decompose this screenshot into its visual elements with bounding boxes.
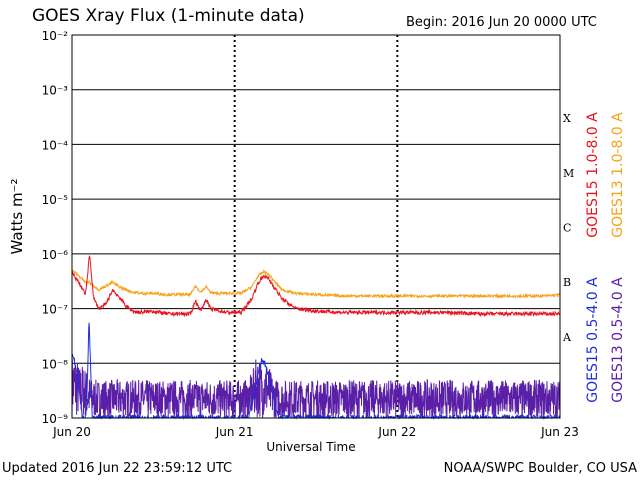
x-tick-label: Jun 22 (377, 425, 416, 439)
legend-entry-0: GOES15 1.0-8.0 A (585, 112, 601, 238)
legend-layer: GOES15 1.0-8.0 A GOES13 1.0-8.0 A GOES15 0… (585, 112, 626, 403)
legend-entry-2: GOES15 0.5-4.0 A (585, 277, 601, 403)
series-line-3 (71, 359, 561, 419)
series-line-0 (71, 254, 561, 318)
legend-entry-1: GOES13 1.0-8.0 A (610, 112, 626, 238)
flare-class-label: B (563, 276, 571, 289)
flare-class-label: X (563, 112, 571, 125)
x-tick-label: Jun 20 (52, 425, 91, 439)
series-line-1 (71, 268, 561, 300)
legend-entry-3: GOES13 0.5-4.0 A (610, 277, 626, 403)
y-axis-label: Watts m⁻² (8, 179, 26, 255)
plot-frame (71, 34, 561, 419)
y-tick-label: 10⁻³ (42, 84, 69, 98)
footer-credit: NOAA/SWPC Boulder, CO USA (443, 461, 637, 476)
footer-updated: Updated 2016 Jun 22 23:59:12 UTC (2, 461, 233, 476)
series-layer (71, 254, 561, 420)
y-tick-label: 10⁻⁹ (42, 412, 69, 426)
flare-class-label: C (563, 222, 571, 235)
chart-title: GOES Xray Flux (1-minute data) (32, 6, 305, 26)
grid-layer (72, 34, 560, 419)
y-tick-label: 10⁻⁷ (42, 303, 69, 317)
y-tick-label: 10⁻⁵ (42, 193, 69, 207)
flare-class-label: A (562, 331, 572, 344)
x-axis-label: Universal Time (266, 440, 355, 454)
x-tick-label: Jun 21 (215, 425, 254, 439)
y-tick-label: 10⁻⁶ (42, 248, 69, 262)
begin-date: Begin: 2016 Jun 20 0000 UTC (406, 15, 597, 30)
y-tick-label: 10⁻⁸ (42, 357, 69, 371)
y-tick-label: 10⁻² (42, 29, 69, 43)
x-tick-label: Jun 23 (540, 425, 579, 439)
flare-class-label: M (563, 167, 574, 180)
y-tick-label: 10⁻⁴ (42, 138, 69, 152)
